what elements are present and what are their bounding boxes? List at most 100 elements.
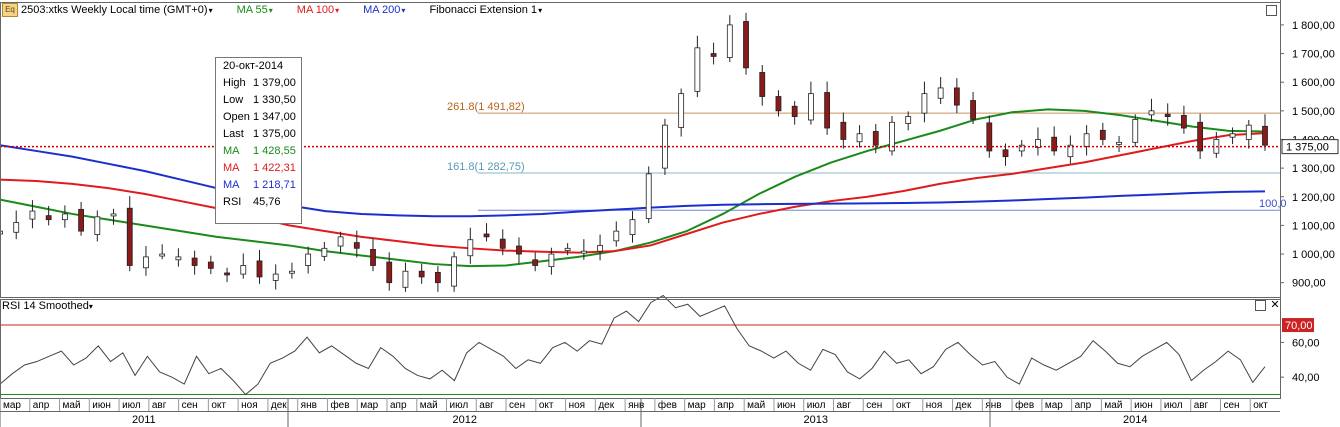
candle-body	[434, 271, 441, 284]
candle-body	[240, 265, 247, 275]
tooltip-date: 20-окт-2014	[223, 60, 284, 72]
month-label: фев	[658, 399, 677, 411]
candle-body	[694, 47, 701, 92]
candle-body	[353, 242, 360, 249]
month-label: май	[1104, 400, 1122, 411]
candle-body	[45, 215, 52, 221]
candle-body	[1002, 149, 1009, 158]
candle-body	[580, 250, 587, 254]
chart-header: Eq 2503:xtks Weekly Local time (GMT+0)▾ …	[0, 2, 566, 18]
restore-button[interactable]	[1266, 5, 1277, 16]
month-label: июн	[92, 400, 111, 411]
candle-body	[807, 93, 814, 121]
candle-body	[61, 213, 68, 221]
candle-body	[386, 261, 393, 284]
legend-ma100[interactable]: MA 100▾	[296, 4, 340, 16]
legend-ma55[interactable]: MA 55▾	[236, 4, 273, 16]
eq-icon[interactable]: Eq	[2, 3, 18, 17]
year-label: 2014	[1123, 414, 1147, 426]
month-label: янв	[985, 400, 1001, 411]
price-tick-label: 1 300,00	[1292, 163, 1335, 175]
data-tooltip: 20-окт-2014 High 1 379,00 Low 1 330,50 Ope…	[215, 57, 302, 224]
candle-body	[1116, 141, 1122, 145]
candle-body	[13, 222, 20, 233]
month-label: май	[420, 400, 438, 411]
candle-body	[207, 261, 214, 269]
candle-body	[1083, 133, 1090, 147]
rsi-tick-label: 60,00	[1292, 337, 1320, 349]
month-label: апр	[717, 400, 734, 411]
candle-body	[29, 210, 36, 220]
legend-ma200[interactable]: MA 200▾	[363, 4, 406, 16]
month-label: окт	[539, 400, 554, 411]
month-label: авг	[836, 400, 851, 411]
month-label: окт	[211, 400, 226, 411]
candle-body	[775, 96, 782, 112]
candle-body	[759, 72, 766, 97]
month-label: ноя	[926, 400, 943, 411]
rsi-frame	[0, 299, 1281, 399]
candle-body	[856, 133, 863, 143]
symbol-title[interactable]: 2503:xtks Weekly Local time (GMT+0)▾	[21, 4, 213, 16]
month-label: дек	[271, 400, 287, 411]
candle-body	[548, 253, 555, 268]
last-price-box	[1281, 139, 1339, 155]
price-tick-label: 1 200,00	[1292, 192, 1335, 204]
year-label: 2013	[804, 414, 828, 426]
candle-body	[175, 256, 182, 261]
candle-body	[953, 87, 960, 106]
month-label: фев	[330, 399, 349, 411]
month-label: июн	[777, 400, 796, 411]
month-label: июл	[807, 400, 826, 411]
candle-body	[970, 100, 976, 120]
price-panel: 261.8(1 491,82) 161.8(1 282,75) 100,0	[0, 12, 1287, 292]
month-label: окт	[896, 400, 911, 411]
rsi-restore-button[interactable]	[1255, 300, 1266, 311]
legend-fibonacci[interactable]: Fibonacci Extension 1▾	[429, 4, 543, 16]
month-label: апр	[390, 400, 407, 411]
price-tick-label: 1 100,00	[1292, 220, 1335, 232]
rsi-level-label: 70,00	[1285, 320, 1313, 332]
candle-body	[1035, 139, 1041, 148]
month-label: сен	[182, 400, 198, 411]
month-label: янв	[628, 400, 644, 411]
candle-body	[1018, 144, 1025, 152]
tooltip-row-low: Low 1 330,50	[223, 94, 296, 106]
candle-body	[94, 216, 101, 235]
candle-body	[126, 207, 133, 266]
candle-body	[629, 219, 636, 235]
month-label: ноя	[569, 400, 586, 411]
candle-body	[1262, 125, 1268, 146]
month-label: апр	[1075, 400, 1092, 411]
candle-body	[726, 24, 733, 58]
tooltip-row-ma200: MA 1 218,71	[223, 179, 296, 191]
candle-body	[289, 270, 295, 274]
price-frame	[0, 2, 1281, 298]
candle-body	[418, 270, 425, 278]
rsi-title[interactable]: RSI 14 Smoothed▾	[2, 300, 93, 312]
month-label: мар	[360, 400, 378, 411]
candle-body	[1164, 113, 1171, 117]
candle-body	[905, 116, 912, 124]
rsi-close-button[interactable]: ✕	[1270, 299, 1280, 311]
candle-body	[840, 121, 847, 140]
last-price-label: 1 375,00	[1286, 142, 1329, 154]
candle-body	[467, 239, 474, 257]
rsi-line	[0, 294, 1266, 396]
candle-body	[872, 131, 879, 146]
candle-body	[564, 247, 571, 252]
month-label: янв	[301, 400, 317, 411]
fibonacci-label: 161.8(1 282,75)	[447, 161, 525, 173]
candle-body	[1197, 121, 1204, 152]
candle-body	[824, 92, 831, 129]
month-label: дек	[598, 400, 614, 411]
candle-body	[191, 257, 198, 266]
month-label: окт	[1253, 400, 1268, 411]
candle-body	[1148, 110, 1155, 116]
candle-body	[921, 93, 928, 114]
candle-body	[532, 259, 539, 266]
month-label: авг	[152, 400, 167, 411]
candle-body	[710, 53, 717, 57]
candle-body	[499, 238, 506, 249]
